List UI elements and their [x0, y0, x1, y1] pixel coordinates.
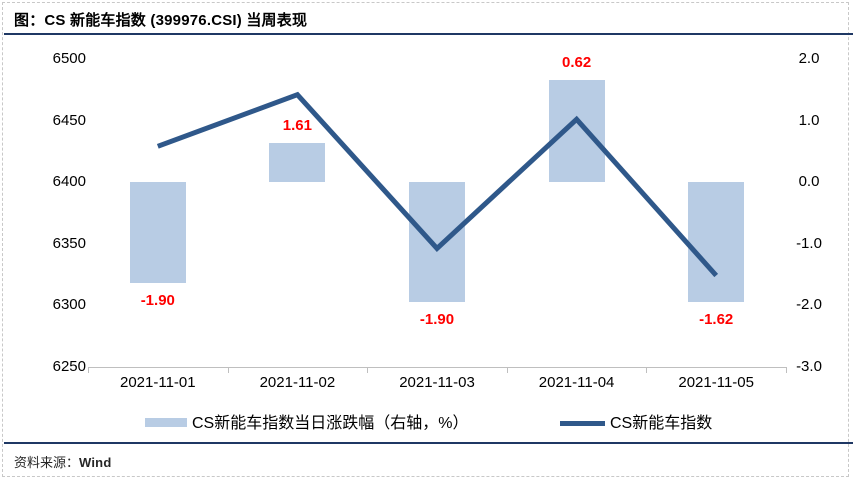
x-axis-label: 2021-11-02: [259, 373, 336, 391]
line-series-swatch: [560, 421, 605, 426]
bar: [409, 182, 465, 302]
chart-title: 图：CS 新能车指数 (399976.CSI) 当周表现: [14, 12, 308, 29]
x-axis-tick: [506, 366, 508, 373]
y-axis-tick-right: 2.0: [798, 50, 820, 67]
bar-value-label: 0.62: [561, 53, 592, 71]
x-axis-label: 2021-11-04: [538, 373, 615, 391]
bar-value-label: -1.90: [419, 310, 455, 328]
source-value: Wind: [79, 455, 112, 470]
title-divider-rule: [4, 33, 853, 35]
y-axis-tick-right: -3.0: [796, 357, 822, 375]
source-label: 资料来源：: [14, 456, 80, 471]
bar-value-label: -1.90: [140, 291, 175, 309]
index-line: [156, 91, 719, 278]
x-axis-tick: [227, 366, 229, 373]
bar: [548, 79, 605, 182]
y-axis-tick-left: 6350: [52, 234, 86, 252]
x-axis-line: [88, 366, 786, 368]
bar-value-label: -1.62: [699, 310, 734, 328]
bar: [688, 182, 745, 302]
x-axis-label: 2021-11-03: [399, 373, 475, 391]
line-series-legend-label: CS新能车指数: [610, 415, 713, 432]
x-axis-tick: [646, 366, 648, 373]
x-axis-tick: [786, 366, 787, 373]
y-axis-tick-left: 6250: [52, 357, 86, 375]
bar: [269, 143, 326, 182]
source-note: 资料来源：Wind: [14, 452, 111, 471]
y-axis-tick-left: 6400: [52, 173, 86, 190]
x-axis-tick: [367, 366, 369, 373]
bar-value-label: 1.61: [282, 117, 312, 135]
x-axis-label: 2021-11-01: [119, 373, 196, 391]
y-axis-tick-right: -2.0: [796, 296, 822, 313]
y-axis-tick-right: -1.0: [796, 234, 822, 252]
y-axis-tick-right: 1.0: [798, 111, 820, 129]
bar-series-swatch: [145, 418, 187, 427]
y-axis-tick-right: 0.0: [798, 173, 820, 190]
bar: [129, 182, 186, 283]
y-axis-tick-left: 6450: [52, 111, 86, 129]
bar-series-legend-label: CS新能车指数当日涨跌幅（右轴，%）: [192, 415, 469, 432]
x-axis-label: 2021-11-05: [678, 373, 754, 391]
footer-divider-rule: [4, 442, 853, 444]
y-axis-tick-left: 6500: [52, 50, 86, 67]
y-axis-tick-left: 6300: [52, 296, 86, 313]
x-axis-tick: [88, 366, 89, 373]
